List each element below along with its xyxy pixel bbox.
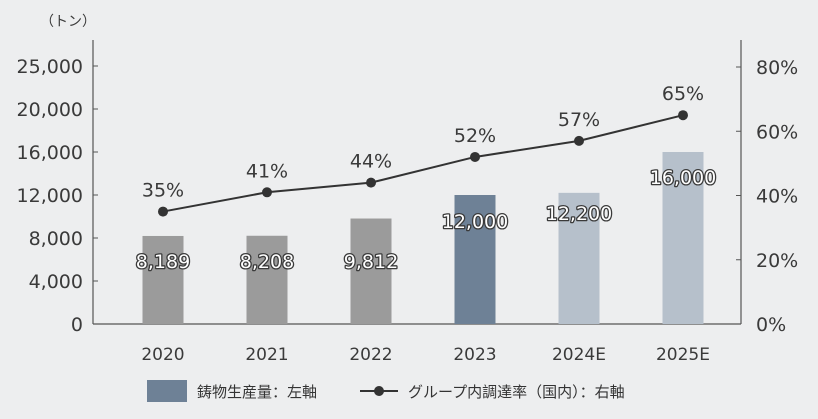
line-data-label: 41% [246,160,288,182]
legend-label-bar: 鋳物生産量：左軸 [197,383,317,401]
line-data-label: 57% [558,109,600,131]
bar [454,195,496,324]
x-axis-tick-label: 2022 [349,345,392,365]
bar-data-label: 8,208 [240,251,294,273]
plot-area: 0 4,000 8,000 12,000 16,000 20,000 25,000 0% 20%… [17,40,798,365]
right-axis-tick-label: 0% [756,314,786,336]
left-axis-unit: （トン） [40,14,96,30]
bar [662,152,704,324]
bar-data-label: 9,812 [344,251,398,273]
line-point [470,151,480,162]
right-axis-tick-label: 40% [756,186,798,208]
legend-label-line: グループ内調達率（国内）：右軸 [408,383,625,401]
left-axis-tick-label: 4,000 [29,271,83,293]
line-data-label: 65% [662,83,704,105]
legend-swatch-bar [147,380,187,402]
left-axis-tick-label: 8,000 [29,228,83,250]
x-axis-tick-label: 2023 [453,345,496,365]
line-data-label: 35% [142,180,184,202]
bar [246,235,288,324]
x-axis-tick-label: 2021 [245,345,288,365]
x-axis-tick-label: 2020 [141,345,184,365]
legend: 鋳物生産量：左軸 グループ内調達率（国内）：右軸 [147,380,625,402]
left-axis-tick-label: 20,000 [17,99,83,121]
bar-data-label: 8,189 [136,251,190,273]
bar [142,235,184,324]
left-axis-tick-label: 16,000 [17,142,83,164]
bar [350,218,392,324]
right-axis-tick-label: 80% [756,57,798,79]
legend-swatch-marker [374,386,384,396]
right-axis-tick-label: 20% [756,250,798,272]
x-axis-tick-label: 2024E [552,345,606,365]
left-axis-tick-label: 25,000 [17,56,83,78]
line-point [262,187,272,198]
bar-data-label: 16,000 [650,167,716,189]
line-data-label: 44% [350,151,392,173]
x-axis-tick-label: 2025E [656,345,710,365]
line-point [574,135,584,146]
left-axis-tick-label: 12,000 [17,185,83,207]
bar-data-label: 12,000 [442,211,508,233]
line-point [158,206,168,217]
line-series [162,114,684,213]
line-point [678,110,688,121]
line-point [366,177,376,188]
right-axis-tick-label: 60% [756,121,798,143]
bar-data-label: 12,200 [546,203,612,225]
left-axis-tick-label: 0 [71,314,83,336]
line-data-label: 52% [454,125,496,147]
bar [558,192,600,324]
